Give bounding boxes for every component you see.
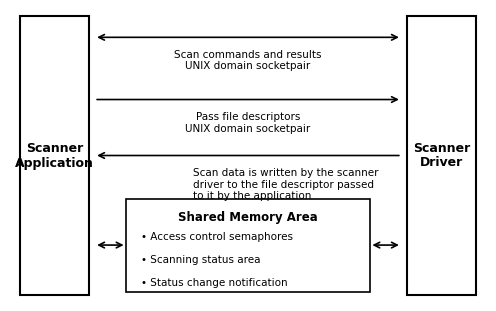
Text: Shared Memory Area: Shared Memory Area xyxy=(178,211,318,225)
Bar xyxy=(20,16,89,295)
Text: • Status change notification: • Status change notification xyxy=(141,278,288,288)
Bar xyxy=(407,16,476,295)
Text: Scanner
Application: Scanner Application xyxy=(15,142,94,169)
Text: Scan data is written by the scanner
driver to the file descriptor passed
to it b: Scan data is written by the scanner driv… xyxy=(193,168,379,201)
Text: • Scanning status area: • Scanning status area xyxy=(141,255,261,265)
Text: • Access control semaphores: • Access control semaphores xyxy=(141,232,293,242)
Text: Pass file descriptors
UNIX domain socketpair: Pass file descriptors UNIX domain socket… xyxy=(186,112,310,133)
Text: Scan commands and results
UNIX domain socketpair: Scan commands and results UNIX domain so… xyxy=(174,50,322,71)
Text: Scanner
Driver: Scanner Driver xyxy=(413,142,470,169)
Bar xyxy=(126,199,370,292)
